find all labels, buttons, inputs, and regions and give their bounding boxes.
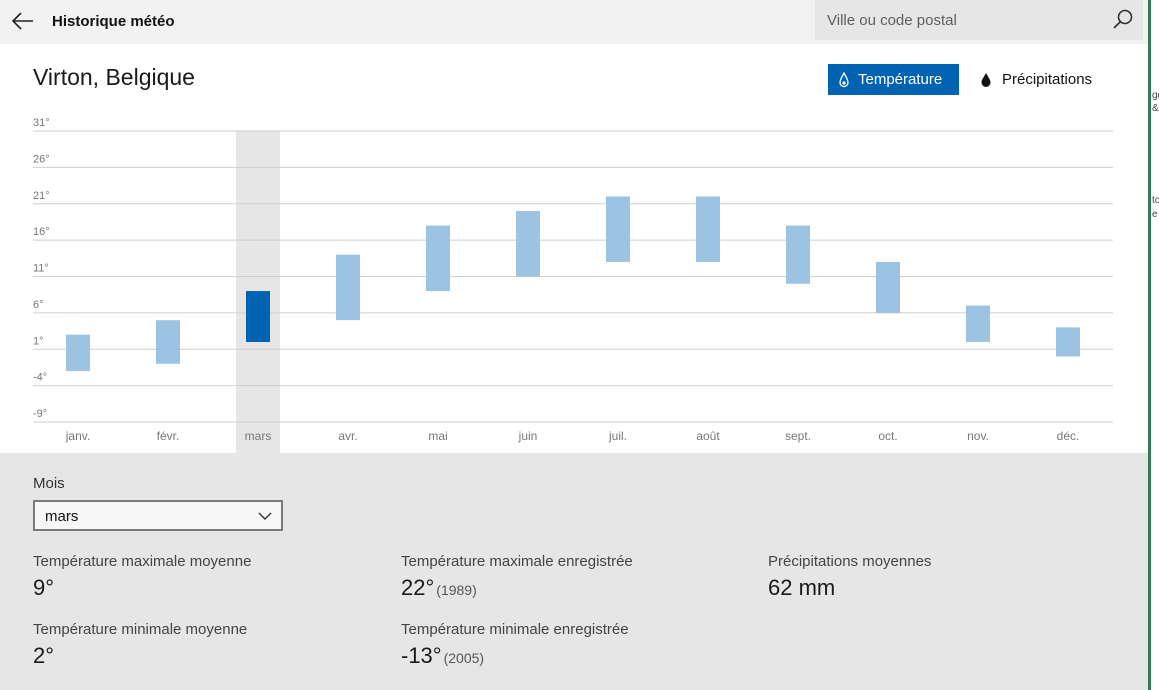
y-tick-label: -4° xyxy=(33,372,47,384)
record-max-label: Température maximale enregistrée xyxy=(401,553,633,570)
edge-text-fragment: to xyxy=(1152,195,1159,206)
record-max-stat: Température maximale enregistrée 22° (198… xyxy=(401,553,633,601)
record-max-year: (1989) xyxy=(436,582,477,598)
month-tick-label[interactable]: juil. xyxy=(608,429,627,443)
y-tick-label: 21° xyxy=(33,190,50,202)
arrow-left-icon xyxy=(12,12,33,30)
search-button[interactable] xyxy=(1111,8,1135,32)
search-icon xyxy=(1113,9,1133,29)
month-tick-label[interactable]: avr. xyxy=(338,429,357,443)
details-panel: Mois mars Température maximale moyenne 9… xyxy=(0,453,1148,690)
temperature-bar-7[interactable] xyxy=(696,196,720,262)
month-tick-label[interactable]: août xyxy=(696,429,720,443)
month-dropdown-value: mars xyxy=(45,508,79,525)
thermometer-drop-icon xyxy=(839,71,849,87)
temperature-bar-0[interactable] xyxy=(66,334,90,372)
location-title: Virton, Belgique xyxy=(33,64,195,90)
month-tick-label[interactable]: mai xyxy=(428,429,447,443)
month-tick-label[interactable]: oct. xyxy=(878,429,897,443)
record-min-stat: Température minimale enregistrée -13° (20… xyxy=(401,621,629,669)
temperature-bar-4[interactable] xyxy=(426,225,450,292)
record-min-row: -13° (2005) xyxy=(401,643,629,669)
page-title: Historique météo xyxy=(52,13,175,30)
precipitation-toggle-label: Précipitations xyxy=(1002,71,1093,88)
record-min-label: Température minimale enregistrée xyxy=(401,621,629,638)
temperature-bar-6[interactable] xyxy=(606,196,630,262)
month-tick-label[interactable]: nov. xyxy=(967,429,989,443)
search-input[interactable] xyxy=(815,0,1107,40)
temperature-bar-3[interactable] xyxy=(336,254,360,321)
record-max-row: 22° (1989) xyxy=(401,575,633,601)
temperature-bar-1[interactable] xyxy=(156,320,180,364)
y-tick-label: 26° xyxy=(33,153,50,165)
temperature-bar-9[interactable] xyxy=(876,261,900,313)
avg-precip-stat: Précipitations moyennes 62 mm xyxy=(768,553,931,601)
record-max-value: 22° xyxy=(401,575,435,600)
avg-min-label: Température minimale moyenne xyxy=(33,621,248,638)
avg-max-value: 9° xyxy=(33,575,55,600)
temperature-bar-2[interactable] xyxy=(246,291,270,342)
avg-precip-value: 62 mm xyxy=(768,575,836,600)
window-edge-accent xyxy=(1148,0,1151,690)
month-dropdown[interactable]: mars xyxy=(33,500,283,531)
temperature-bar-5[interactable] xyxy=(516,211,540,277)
month-tick-label[interactable]: juin xyxy=(518,429,538,443)
avg-max-label: Température maximale moyenne xyxy=(33,553,252,570)
y-tick-label: 11° xyxy=(33,263,49,275)
month-tick-label[interactable]: janv. xyxy=(65,429,90,443)
edge-text-fragment: & xyxy=(1152,103,1159,114)
record-min-value: -13° xyxy=(401,643,442,668)
background-window-edge: ge & to e xyxy=(1148,0,1159,690)
avg-max-stat: Température maximale moyenne 9° xyxy=(33,553,251,601)
month-tick-label[interactable]: sept. xyxy=(785,429,811,443)
search-box xyxy=(815,0,1143,40)
month-tick-label[interactable]: févr. xyxy=(157,429,180,443)
temperature-bar-10[interactable] xyxy=(966,305,990,342)
temperature-toggle-button[interactable]: Température xyxy=(828,64,959,95)
y-tick-label: 16° xyxy=(33,226,50,238)
edge-text-fragment: ge xyxy=(1152,90,1159,101)
temperature-bar-11[interactable] xyxy=(1056,327,1080,357)
month-label: Mois xyxy=(33,475,65,492)
y-tick-label: 6° xyxy=(33,299,44,311)
top-bar: Historique météo xyxy=(0,0,1148,44)
y-tick-label: 31° xyxy=(33,117,50,129)
avg-precip-label: Précipitations moyennes xyxy=(768,553,932,570)
avg-min-value: 2° xyxy=(33,643,55,668)
record-min-year: (2005) xyxy=(443,650,485,666)
avg-min-stat: Température minimale moyenne 2° xyxy=(33,621,247,669)
temperature-toggle-label: Température xyxy=(858,71,943,88)
chevron-down-icon xyxy=(258,512,272,520)
precipitation-toggle-button[interactable]: Précipitations xyxy=(974,64,1098,95)
temperature-bar-8[interactable] xyxy=(786,225,810,284)
water-drop-icon xyxy=(981,72,991,87)
back-button[interactable] xyxy=(8,6,38,36)
month-tick-label[interactable]: déc. xyxy=(1057,429,1080,443)
y-tick-label: -9° xyxy=(33,408,47,420)
month-tick-label[interactable]: mars xyxy=(245,429,272,443)
y-tick-label: 1° xyxy=(33,335,44,347)
edge-text-fragment: e xyxy=(1152,209,1158,220)
